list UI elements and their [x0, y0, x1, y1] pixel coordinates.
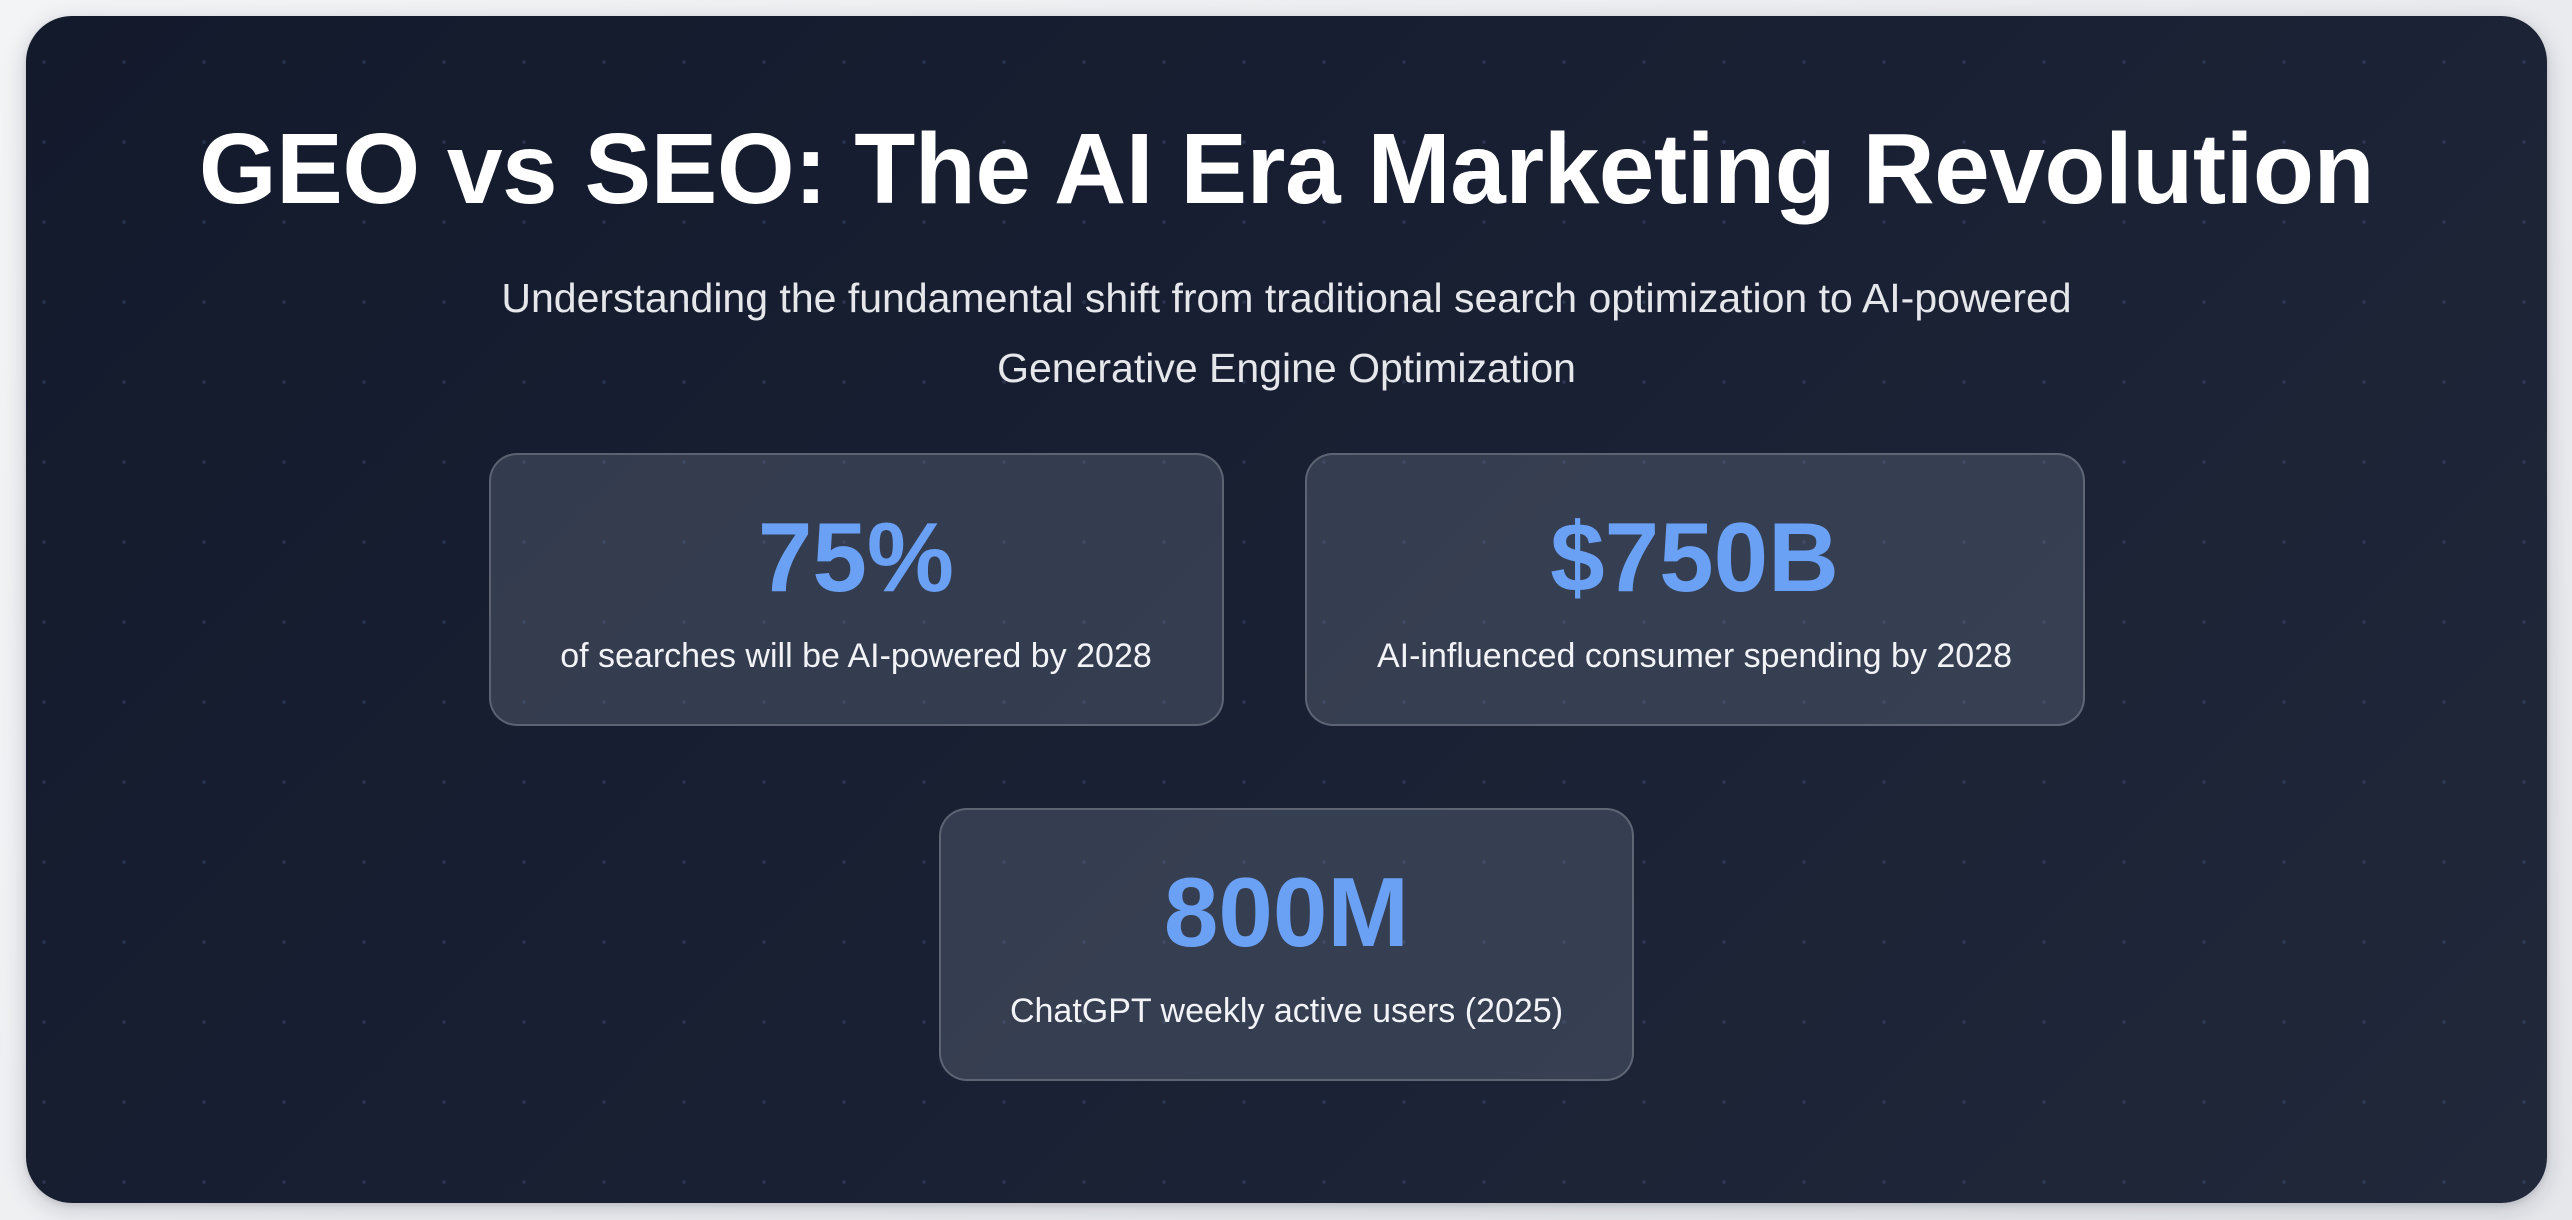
- page-subtitle: Understanding the fundamental shift from…: [501, 275, 2072, 391]
- stats-grid: 75% of searches will be AI-powered by 20…: [487, 453, 2087, 1081]
- page-title: GEO vs SEO: The AI Era Marketing Revolut…: [198, 113, 2375, 225]
- stat-label: AI-influenced consumer spending by 2028: [1376, 637, 2013, 675]
- stat-value: 75%: [757, 502, 955, 612]
- stat-value: $750B: [1550, 502, 1839, 612]
- stat-card-chatgpt-users: 800M ChatGPT weekly active users (2025): [939, 808, 1634, 1081]
- stat-label: ChatGPT weekly active users (2025): [1009, 992, 1564, 1030]
- stat-label: of searches will be AI-powered by 2028: [560, 637, 1152, 675]
- stat-value: 800M: [1163, 857, 1410, 967]
- hero-section: GEO vs SEO: The AI Era Marketing Revolut…: [26, 16, 2547, 1203]
- stat-card-ai-searches: 75% of searches will be AI-powered by 20…: [488, 453, 1224, 726]
- stat-card-consumer-spending: $750B AI-influenced consumer spending by…: [1304, 453, 2085, 726]
